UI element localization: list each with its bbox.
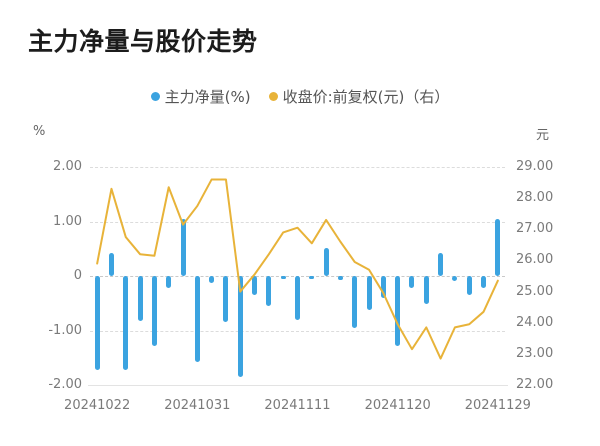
bar[interactable] [137, 276, 143, 321]
bar[interactable] [280, 276, 286, 280]
bar[interactable] [252, 276, 258, 296]
legend-item-net-inflow[interactable]: 主力净量(%) [150, 86, 251, 107]
bar[interactable] [323, 247, 329, 276]
bar[interactable] [237, 276, 243, 377]
bar[interactable] [409, 276, 415, 288]
right-axis-tick-label: 27.00 [516, 221, 554, 237]
x-axis-tick-label: 20241031 [164, 398, 231, 413]
gridline [90, 221, 505, 223]
left-axis-unit: % [33, 124, 46, 139]
bar[interactable] [452, 276, 458, 282]
bar[interactable] [94, 276, 100, 370]
bar[interactable] [337, 276, 343, 281]
chart-legend: 主力净量(%) 收盘价:前复权(元)（右） [0, 86, 600, 107]
bar[interactable] [123, 276, 129, 370]
right-axis-tick-label: 23.00 [516, 345, 554, 361]
right-axis-tick-label: 29.00 [516, 159, 554, 174]
legend-dot-icon [268, 92, 278, 101]
x-axis-tick-label: 20241129 [464, 398, 531, 413]
left-axis-tick-label: -1.00 [48, 322, 82, 338]
x-axis-tick-label: 20241111 [264, 398, 331, 413]
left-axis-tick-label: 2.00 [53, 159, 82, 174]
bar[interactable] [481, 276, 487, 288]
legend-label: 收盘价:前复权(元)（右） [282, 88, 450, 106]
bar[interactable] [395, 276, 401, 346]
bar[interactable] [366, 276, 372, 310]
bar[interactable] [466, 276, 472, 296]
axis-baseline [88, 385, 508, 386]
bar[interactable] [352, 276, 358, 328]
bar[interactable] [266, 276, 272, 306]
right-axis-tick-label: 26.00 [516, 252, 554, 268]
left-axis-tick-label: 0 [73, 268, 82, 283]
bar[interactable] [151, 276, 157, 346]
bar[interactable] [309, 276, 315, 279]
bar[interactable] [495, 218, 501, 276]
right-axis-unit: 元 [536, 128, 550, 143]
bar[interactable] [223, 276, 229, 323]
x-axis-tick-label: 20241022 [64, 398, 131, 413]
bar[interactable] [194, 276, 200, 363]
bar[interactable] [166, 276, 172, 288]
gridline [90, 167, 505, 168]
x-axis-tick-label: 20241120 [364, 398, 431, 413]
plot-area [88, 167, 508, 386]
legend-label: 主力净量(%) [164, 88, 251, 106]
bar[interactable] [180, 218, 186, 276]
bar[interactable] [438, 253, 444, 276]
bar[interactable] [423, 276, 429, 305]
right-axis-tick-label: 25.00 [516, 283, 554, 299]
bar[interactable] [209, 276, 215, 283]
legend-item-close-price[interactable]: 收盘价:前复权(元)（右） [268, 86, 450, 107]
gridline [90, 330, 505, 332]
right-axis-tick-label: 22.00 [516, 377, 554, 392]
left-axis-tick-label: 1.00 [53, 213, 82, 229]
bar[interactable] [380, 276, 386, 298]
line-series [96, 178, 499, 360]
left-axis-tick-label: -2.00 [48, 377, 82, 392]
bar[interactable] [295, 276, 300, 320]
legend-dot-icon [150, 92, 160, 101]
right-axis-tick-label: 28.00 [516, 190, 554, 206]
bar[interactable] [108, 253, 114, 276]
right-axis-tick-label: 24.00 [516, 314, 554, 330]
page-title: 主力净量与股价走势 [28, 27, 258, 56]
